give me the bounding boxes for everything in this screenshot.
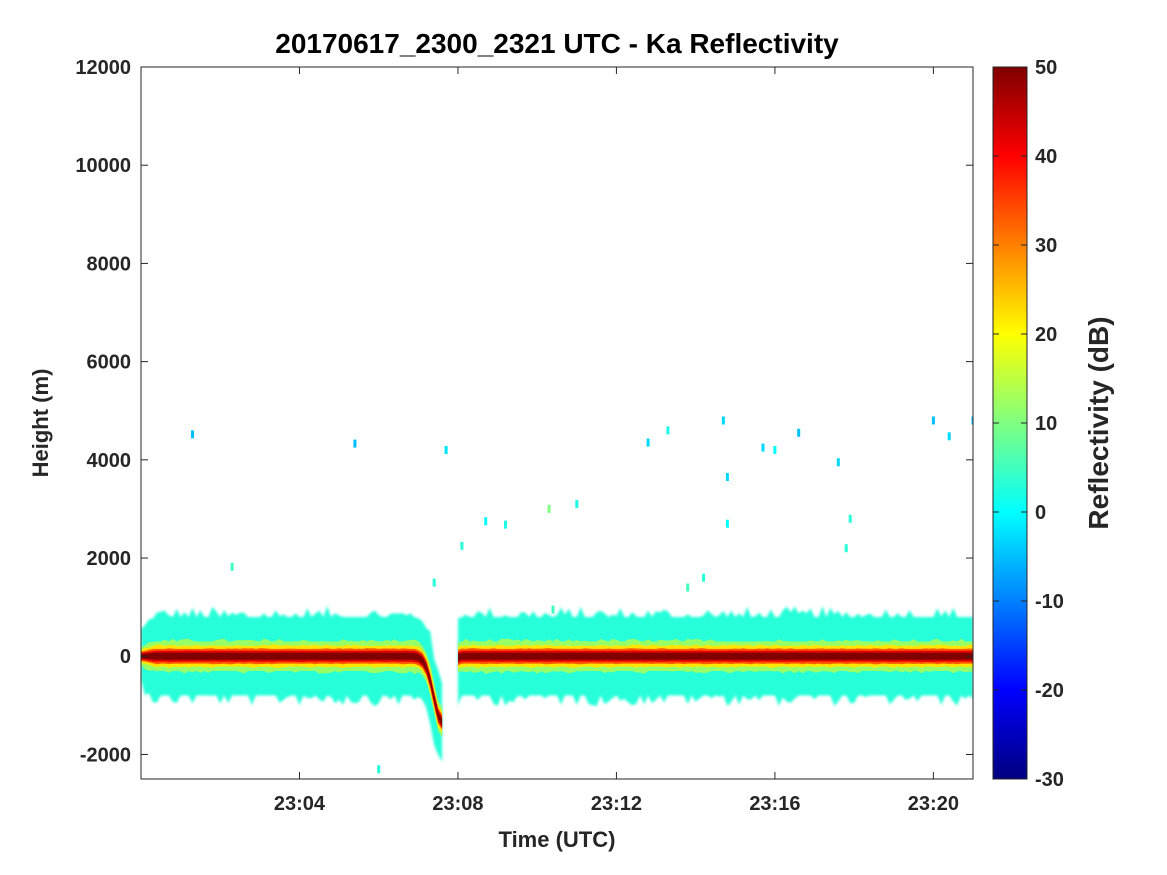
scatter-echo: [460, 541, 464, 550]
x-tick-label: 23:12: [591, 793, 642, 815]
x-tick-label: 23:16: [749, 793, 800, 815]
scatter-echo: [686, 583, 690, 592]
colorbar-frame: [992, 66, 1028, 780]
scatter-echo: [551, 605, 555, 614]
scatter-echo: [504, 520, 507, 529]
colorbar-ticks: -30 -20 -10 0 10 20 30 40 50: [993, 57, 1064, 791]
scatter-echo: [844, 544, 848, 553]
scatter-echo: [191, 430, 194, 439]
yellow-band: [141, 644, 443, 733]
x-tick-label: 23:20: [908, 793, 959, 815]
plot-frame: [140, 66, 974, 780]
colorbar-tick-label: -20: [1035, 680, 1064, 702]
y-tick-label: 0: [120, 646, 131, 668]
colorbar-title: Reflectivity (dB): [1083, 316, 1114, 529]
colorbar-tick-label: -30: [1035, 769, 1064, 791]
y-tick-label: -2000: [80, 744, 131, 766]
x-axis-title: Time (UTC): [499, 827, 616, 852]
scatter-echo: [721, 416, 725, 425]
colorbar-tick-label: -10: [1035, 591, 1064, 613]
scatter-echo: [646, 438, 650, 447]
y-axis-title: Height (m): [28, 369, 53, 478]
scatter-echo: [848, 514, 852, 523]
axis-ticks: -2000 0 2000 4000 6000 8000 10000 12000 23:04 23:…: [75, 57, 973, 815]
scatter-echo: [725, 473, 729, 481]
y-tick-label: 2000: [87, 548, 132, 570]
scatter-echo: [725, 519, 729, 528]
scatter-echo: [971, 416, 973, 425]
x-tick-label: 23:04: [274, 793, 326, 815]
colorbar-tick-label: 20: [1035, 324, 1057, 346]
scatter-echo: [836, 458, 840, 467]
scatter-echo: [444, 446, 448, 454]
y-tick-label: 10000: [75, 155, 131, 177]
chart-title: 20170617_2300_2321 UTC - Ka Reflectivity: [275, 28, 839, 59]
scatter-echo: [353, 439, 357, 448]
y-tick-label: 4000: [87, 450, 132, 472]
scatter-echo: [773, 446, 777, 454]
reflectivity-field: [141, 416, 973, 774]
scatter-echo: [547, 504, 551, 513]
scatter-echo: [947, 432, 951, 441]
y-tick-label: 6000: [87, 352, 132, 374]
scatter-echo: [377, 765, 381, 774]
scatter-echo: [575, 500, 579, 508]
y-tick-label: 12000: [75, 57, 131, 79]
scatter-echo: [797, 428, 801, 437]
colorbar-tick-label: 30: [1035, 235, 1057, 257]
colorbar-tick-label: 10: [1035, 413, 1057, 435]
scatter-echo: [230, 562, 234, 571]
scatter-echo: [702, 573, 706, 582]
y-tick-label: 8000: [87, 253, 132, 275]
scatter-echo: [931, 416, 935, 425]
surface-echo-core: [458, 652, 973, 661]
colorbar-tick-label: 0: [1035, 502, 1046, 524]
colorbar-tick-label: 50: [1035, 57, 1057, 79]
colorbar-tick-label: 40: [1035, 146, 1057, 168]
x-tick-label: 23:08: [432, 793, 483, 815]
scatter-echo: [484, 517, 488, 526]
scatter-echo: [432, 578, 436, 587]
scatter-echo: [666, 426, 670, 435]
scatter-echo: [761, 443, 765, 452]
